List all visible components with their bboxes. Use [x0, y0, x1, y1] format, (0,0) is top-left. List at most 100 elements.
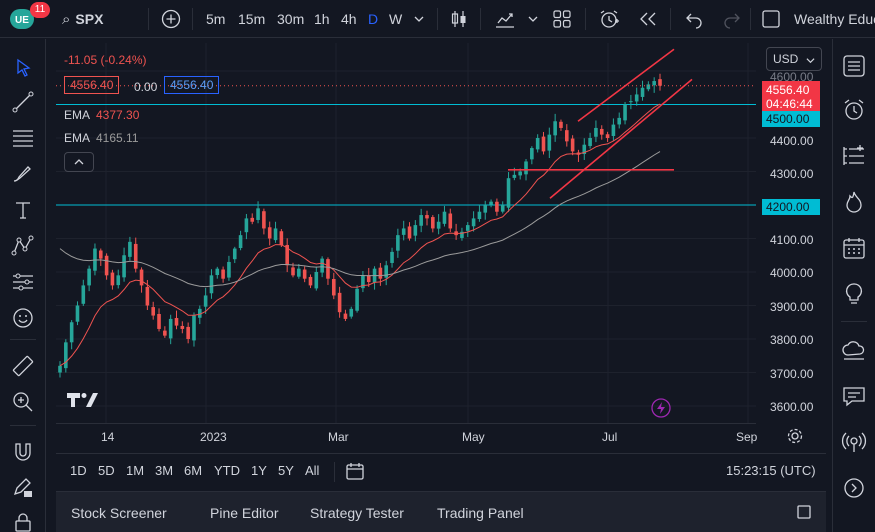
candle-body	[355, 288, 359, 311]
time-label: Mar	[328, 430, 349, 444]
tf-d[interactable]: D	[368, 11, 379, 27]
tf-4h[interactable]: 4h	[341, 11, 357, 27]
hotlist-icon[interactable]	[841, 189, 867, 215]
layout-button[interactable]	[761, 0, 781, 38]
price-tick: 3800.00	[770, 333, 814, 347]
range-5d[interactable]: 5D	[98, 463, 115, 478]
prediction-icon[interactable]	[10, 269, 36, 295]
symbol-label: SPX	[75, 11, 104, 27]
collapse-legend-button[interactable]	[64, 152, 94, 172]
time-axis[interactable]: 14 2023 Mar May Jul Sep	[56, 423, 757, 453]
data-window-icon[interactable]	[841, 337, 867, 363]
trendline-icon[interactable]	[10, 89, 36, 115]
chevron-down-icon	[528, 16, 538, 22]
magnet-icon[interactable]	[10, 439, 36, 465]
help-icon[interactable]	[841, 475, 867, 501]
chart-type-button[interactable]	[448, 0, 470, 38]
goto-date-button[interactable]	[345, 461, 367, 481]
current-price: 4556.40	[766, 83, 810, 97]
range-1y[interactable]: 1Y	[251, 463, 267, 478]
range-6m[interactable]: 6M	[184, 463, 203, 478]
alert-button[interactable]	[597, 0, 621, 38]
range-all[interactable]: All	[305, 463, 320, 478]
candle-body	[232, 248, 237, 260]
tf-30m[interactable]: 30m	[277, 11, 305, 27]
app-logo[interactable]: UE	[10, 7, 36, 31]
indicators-button[interactable]	[493, 0, 517, 38]
lightning-icon[interactable]	[650, 397, 672, 419]
alerts-icon[interactable]	[841, 97, 867, 123]
tab-strategy-tester[interactable]: Strategy Tester	[310, 505, 404, 521]
price-chart[interactable]: -11.05 (-0.24%) 4556.40 0.00 4556.40 EMA…	[56, 43, 757, 444]
candle-body	[465, 225, 470, 231]
price-tick: 4300.00	[770, 167, 814, 181]
tab-pine-editor[interactable]: Pine Editor	[210, 505, 279, 521]
candle-body	[617, 117, 622, 125]
price-axis[interactable]: USD 4600.00 4556.40 04:46:44 4500.00 440…	[756, 43, 826, 453]
maximize-panel-button[interactable]	[796, 504, 812, 520]
indicators-icon	[496, 13, 514, 28]
undo-button[interactable]	[684, 0, 704, 38]
watchlist-icon[interactable]	[841, 53, 867, 79]
tf-1h[interactable]: 1h	[314, 11, 330, 27]
range-5y[interactable]: 5Y	[278, 463, 294, 478]
ema-slow-label[interactable]: EMA	[64, 131, 91, 145]
tradingview-logo[interactable]	[66, 392, 100, 408]
tab-trading-panel[interactable]: Trading Panel	[437, 505, 524, 521]
ask-box[interactable]: 4556.40	[164, 76, 220, 94]
ema-fast-label[interactable]: EMA	[64, 108, 91, 122]
price-tick: 3600.00	[770, 400, 814, 414]
bid-box[interactable]: 4556.40	[64, 76, 120, 94]
chat-icon[interactable]	[841, 383, 867, 409]
indicators-dropdown[interactable]	[528, 0, 538, 38]
cursor-icon[interactable]	[10, 55, 36, 81]
timeframe-dropdown[interactable]	[414, 0, 424, 38]
layout-name[interactable]: Wealthy Educ	[794, 11, 875, 27]
zoom-icon[interactable]	[10, 389, 36, 415]
text-icon[interactable]	[10, 197, 36, 223]
candle-body	[500, 205, 505, 212]
ruler-icon[interactable]	[10, 353, 36, 379]
candle-body	[652, 81, 656, 86]
templates-button[interactable]	[552, 0, 572, 38]
search-icon: ⌕	[62, 10, 71, 28]
gear-icon	[787, 428, 803, 444]
redo-button[interactable]	[722, 0, 742, 38]
range-1m[interactable]: 1M	[126, 463, 145, 478]
notification-badge[interactable]: 11	[30, 2, 50, 18]
emoji-icon[interactable]	[10, 305, 36, 331]
object-tree-icon[interactable]	[841, 143, 867, 169]
channel-lower-line	[549, 78, 693, 199]
pattern-icon[interactable]	[10, 233, 36, 259]
candle-body	[157, 313, 161, 329]
lock-icon[interactable]	[10, 509, 36, 532]
chart-canvas	[56, 43, 756, 423]
streams-icon[interactable]	[841, 429, 867, 455]
chart-settings-button[interactable]	[786, 427, 804, 445]
ideas-icon[interactable]	[841, 281, 867, 307]
chevron-down-icon	[414, 16, 424, 22]
bar-countdown: 04:46:44	[766, 97, 813, 111]
brush-icon[interactable]	[10, 161, 36, 187]
fib-retracement-icon[interactable]	[10, 125, 36, 151]
symbol-search[interactable]: ⌕ SPX	[62, 0, 103, 38]
range-ytd[interactable]: YTD	[214, 463, 240, 478]
replay-button[interactable]	[637, 0, 659, 38]
range-1d[interactable]: 1D	[70, 463, 87, 478]
candle-body	[250, 217, 255, 222]
candle-body	[186, 326, 190, 339]
pencil-lock-icon[interactable]	[10, 475, 36, 501]
tf-5m[interactable]: 5m	[206, 11, 226, 27]
candle-body	[308, 276, 313, 286]
tab-stock-screener[interactable]: Stock Screener	[71, 505, 167, 521]
candle-body	[658, 79, 662, 86]
tf-15m[interactable]: 15m	[238, 11, 266, 27]
range-3m[interactable]: 3M	[155, 463, 174, 478]
currency-select[interactable]: USD	[766, 47, 822, 71]
calendar-icon[interactable]	[841, 235, 867, 261]
compare-button[interactable]	[160, 0, 182, 38]
tf-w[interactable]: W	[389, 11, 403, 27]
candle-body	[582, 144, 587, 155]
utc-clock[interactable]: 15:23:15 (UTC)	[726, 463, 816, 478]
candle-body	[390, 251, 394, 263]
